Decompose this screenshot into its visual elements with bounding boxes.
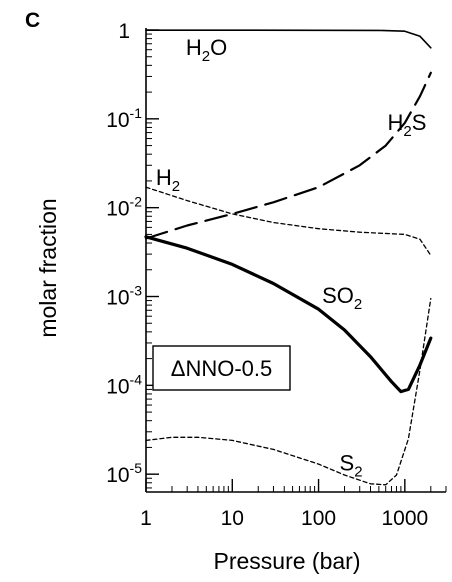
y-tick-label: 10-5 (106, 460, 142, 487)
y-tick-label: 10-2 (106, 194, 142, 221)
panel-label: C (25, 9, 40, 32)
series-label-h2: H2 (156, 165, 180, 195)
x-tick-label: 10 (221, 507, 244, 530)
y-axis-label: molar fraction (35, 198, 61, 337)
series-label-s2: S2 (340, 450, 363, 480)
series-line-h2 (145, 186, 432, 257)
series-label-so2: SO2 (322, 283, 362, 313)
x-tick-label: 100 (301, 507, 336, 530)
series-line-so2 (144, 235, 433, 394)
y-tick-label: 10-3 (106, 283, 142, 310)
annotation-box (152, 345, 291, 391)
x-tick-label: 1 (140, 507, 152, 530)
series-line-s2 (145, 297, 432, 486)
series-label-h2o: H2O (186, 35, 227, 65)
y-tick-label: 1 (118, 20, 130, 43)
y-tick-label: 10-1 (106, 105, 142, 132)
y-tick-label: 10-4 (106, 371, 142, 398)
x-axis-label: Pressure (bar) (214, 548, 361, 574)
series-label-h2s: H2S (388, 110, 427, 140)
series-line-h2o (145, 29, 432, 49)
x-tick-label: 1000 (381, 507, 428, 530)
annotation-label: ΔNNO-0.5 (171, 356, 273, 381)
plot-area: 1 10-1 10-2 10-3 10-4 10-5 1 10 100 1000 H2O H2S H2 S… (106, 20, 447, 530)
series-line-h2s (144, 71, 432, 240)
